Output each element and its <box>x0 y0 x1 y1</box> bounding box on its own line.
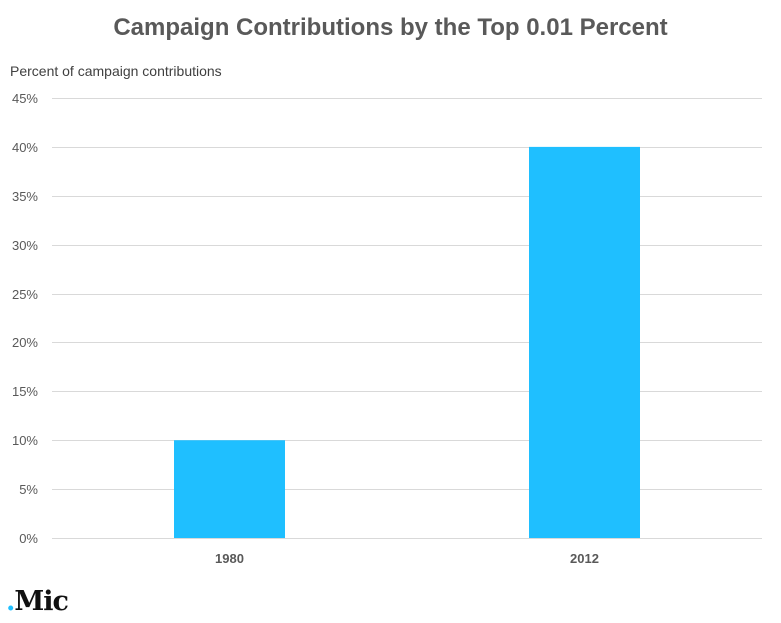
y-tick-label: 0% <box>19 531 38 546</box>
x-tick-labels: 1980 2012 <box>215 551 599 566</box>
y-axis-label: Percent of campaign contributions <box>10 63 222 79</box>
x-tick-label: 1980 <box>215 551 244 566</box>
y-tick-label: 10% <box>12 433 38 448</box>
mic-logo: .Mic <box>6 586 69 617</box>
logo-text: Mic <box>14 586 69 617</box>
bar-2012 <box>529 146 640 538</box>
gridlines <box>52 98 762 539</box>
y-tick-label: 5% <box>19 482 38 497</box>
y-tick-label: 40% <box>12 140 38 155</box>
y-tick-labels: 0% 5% 10% 15% 20% 25% 30% 35% 40% 45% <box>12 91 38 546</box>
bars <box>174 146 640 538</box>
logo-dot: . <box>6 586 15 617</box>
y-tick-label: 35% <box>12 189 38 204</box>
y-tick-label: 15% <box>12 384 38 399</box>
chart-title: Campaign Contributions by the Top 0.01 P… <box>113 14 668 41</box>
y-tick-label: 25% <box>12 287 38 302</box>
x-tick-label: 2012 <box>570 551 599 566</box>
y-tick-label: 45% <box>12 91 38 106</box>
y-tick-label: 20% <box>12 335 38 350</box>
bar-1980 <box>174 440 285 538</box>
y-tick-label: 30% <box>12 238 38 253</box>
